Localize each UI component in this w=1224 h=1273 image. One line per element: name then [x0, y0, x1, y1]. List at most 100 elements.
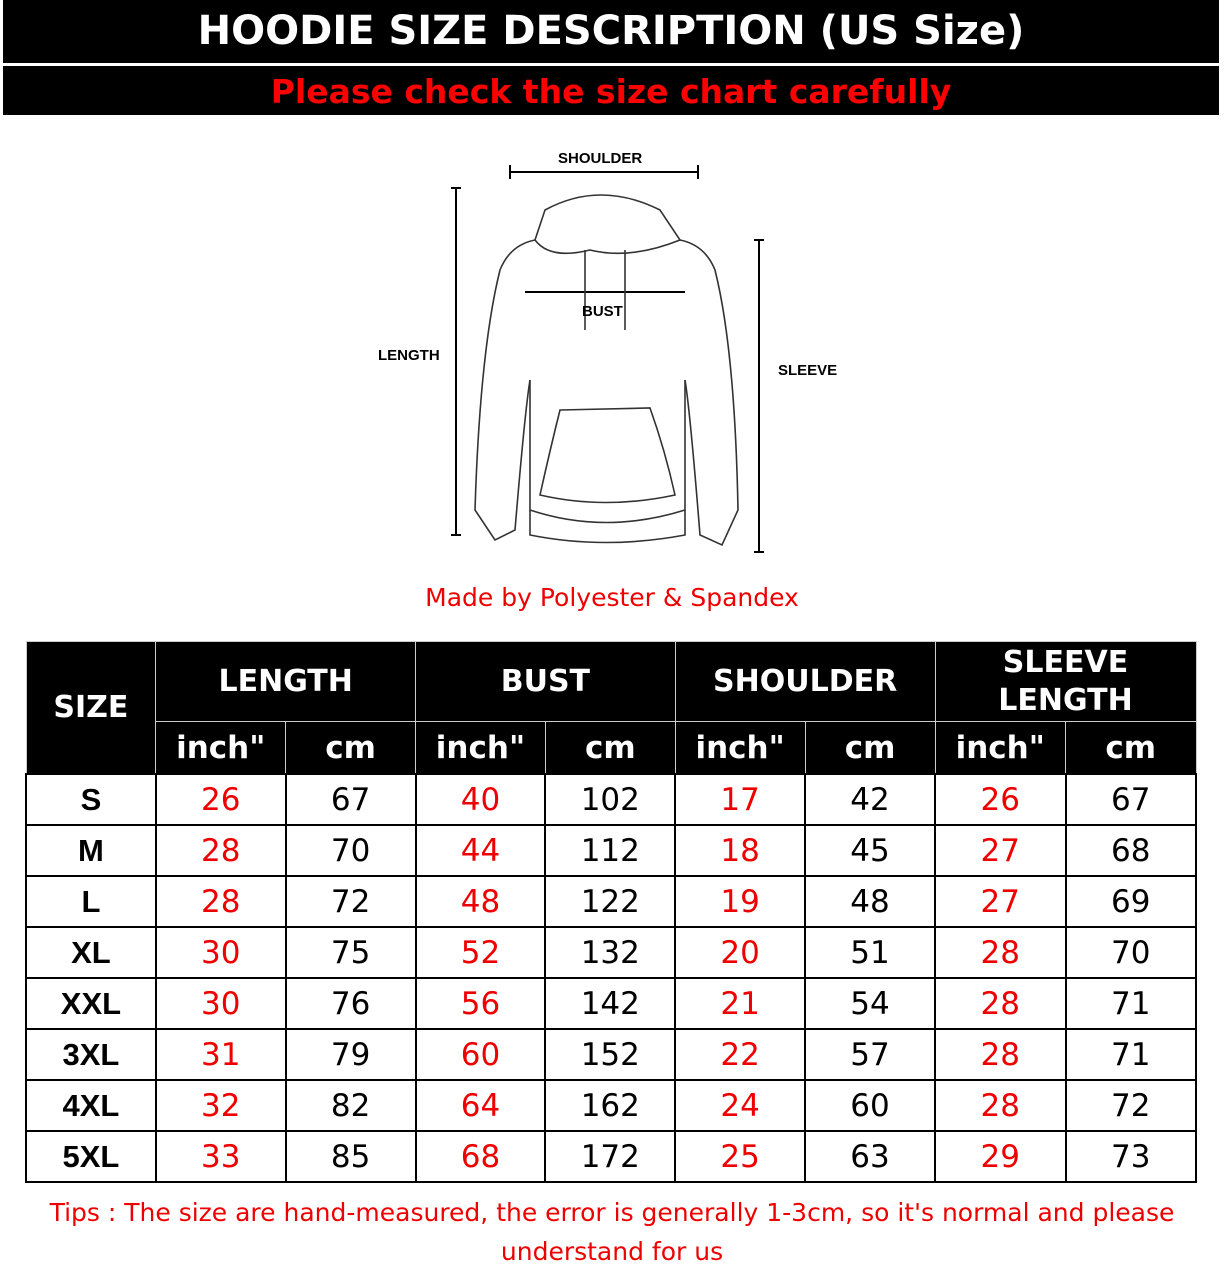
cm-cell: 60 [804, 1079, 936, 1132]
cm-cell: 132 [544, 926, 677, 979]
inch-cell: 68 [414, 1130, 547, 1183]
page-subtitle: Please check the size chart carefully [3, 66, 1219, 115]
cm-cell: 67 [284, 773, 417, 826]
unit-cm-header: cm [804, 721, 936, 775]
bust-label: BUST [582, 303, 623, 320]
inch-cell: 28 [934, 977, 1067, 1030]
cm-cell: 67 [1064, 773, 1197, 826]
size-cell: 3XL [25, 1028, 157, 1081]
inch-cell: 28 [934, 926, 1067, 979]
inch-cell: 26 [154, 773, 287, 826]
inch-cell: 40 [414, 773, 547, 826]
size-cell: L [25, 875, 157, 928]
shoulder-label: SHOULDER [558, 150, 643, 167]
inch-cell: 28 [934, 1028, 1067, 1081]
unit-inch-header: inch" [674, 721, 806, 775]
group-header: LENGTH [155, 641, 417, 722]
tips-note: Tips : The size are hand-measured, the e… [49, 1198, 1175, 1266]
cm-cell: 152 [544, 1028, 677, 1081]
table-row: 5XL 33 85 68 172 25 63 29 73 [25, 1130, 1197, 1183]
size-cell: 4XL [25, 1079, 157, 1132]
cm-cell: 54 [804, 977, 936, 1030]
inch-cell: 60 [414, 1028, 547, 1081]
inch-cell: 19 [674, 875, 807, 928]
inch-cell: 18 [674, 824, 807, 877]
inch-cell: 32 [154, 1079, 287, 1132]
inch-cell: 31 [154, 1028, 287, 1081]
cm-cell: 70 [284, 824, 417, 877]
cm-cell: 63 [804, 1130, 936, 1183]
cm-cell: 45 [804, 824, 936, 877]
cm-cell: 142 [544, 977, 677, 1030]
inch-cell: 64 [414, 1079, 547, 1132]
cm-cell: 72 [284, 875, 417, 928]
table-row: XL 30 75 52 132 20 51 28 70 [25, 926, 1197, 979]
unit-cm-header: cm [544, 721, 676, 775]
hoodie-diagram [451, 165, 764, 553]
size-cell: S [25, 773, 157, 826]
table-row: M 28 70 44 112 18 45 27 68 [25, 824, 1197, 877]
cm-cell: 71 [1064, 977, 1197, 1030]
inch-cell: 29 [934, 1130, 1067, 1183]
inch-cell: 24 [674, 1079, 807, 1132]
inch-cell: 30 [154, 926, 287, 979]
size-cell: M [25, 824, 157, 877]
inch-cell: 44 [414, 824, 547, 877]
cm-cell: 57 [804, 1028, 936, 1081]
length-label: LENGTH [378, 347, 440, 364]
inch-cell: 21 [674, 977, 807, 1030]
table-row: 4XL 32 82 64 162 24 60 28 72 [25, 1079, 1197, 1132]
cm-cell: 162 [544, 1079, 677, 1132]
cm-cell: 85 [284, 1130, 417, 1183]
cm-cell: 72 [1064, 1079, 1197, 1132]
group-header: SLEEVE LENGTH [934, 641, 1197, 722]
table-row: 3XL 31 79 60 152 22 57 28 71 [25, 1028, 1197, 1081]
page-title: HOODIE SIZE DESCRIPTION (US Size) [3, 0, 1219, 63]
inch-cell: 20 [674, 926, 807, 979]
cm-cell: 102 [544, 773, 677, 826]
size-table: SIZE LENGTH BUST SHOULDER SLEEVE LENGTH … [25, 641, 1197, 1183]
cm-cell: 51 [804, 926, 936, 979]
inch-cell: 30 [154, 977, 287, 1030]
inch-cell: 52 [414, 926, 547, 979]
sleeve-label: SLEEVE [778, 362, 838, 379]
cm-cell: 76 [284, 977, 417, 1030]
group-header: SHOULDER [674, 641, 936, 722]
unit-inch-header: inch" [155, 721, 287, 775]
inch-cell: 22 [674, 1028, 807, 1081]
cm-cell: 73 [1064, 1130, 1197, 1183]
cm-cell: 71 [1064, 1028, 1197, 1081]
cm-cell: 70 [1064, 926, 1197, 979]
inch-cell: 26 [934, 773, 1067, 826]
inch-cell: 27 [934, 824, 1067, 877]
size-cell: XXL [25, 977, 157, 1030]
inch-cell: 25 [674, 1130, 807, 1183]
cm-cell: 48 [804, 875, 936, 928]
unit-inch-header: inch" [415, 721, 546, 775]
cm-cell: 172 [544, 1130, 677, 1183]
size-cell: XL [25, 926, 157, 979]
table-row: L 28 72 48 122 19 48 27 69 [25, 875, 1197, 928]
cm-cell: 42 [804, 773, 936, 826]
table-row: XXL 30 76 56 142 21 54 28 71 [25, 977, 1197, 1030]
table-row: S 26 67 40 102 17 42 26 67 [25, 773, 1197, 826]
unit-cm-header: cm [1065, 721, 1197, 775]
cm-cell: 122 [544, 875, 677, 928]
cm-cell: 75 [284, 926, 417, 979]
cm-cell: 82 [284, 1079, 417, 1132]
unit-cm-header: cm [285, 721, 417, 775]
cm-cell: 79 [284, 1028, 417, 1081]
inch-cell: 28 [934, 1079, 1067, 1132]
size-cell: 5XL [25, 1130, 157, 1183]
inch-cell: 28 [154, 824, 287, 877]
cm-cell: 69 [1064, 875, 1197, 928]
cm-cell: 112 [544, 824, 677, 877]
inch-cell: 28 [154, 875, 287, 928]
cm-cell: 68 [1064, 824, 1197, 877]
group-header: BUST [415, 641, 676, 722]
material-note: Made by Polyester & Spandex [425, 583, 799, 612]
inch-cell: 17 [674, 773, 807, 826]
size-header: SIZE [25, 641, 157, 775]
unit-inch-header: inch" [934, 721, 1066, 775]
inch-cell: 27 [934, 875, 1067, 928]
